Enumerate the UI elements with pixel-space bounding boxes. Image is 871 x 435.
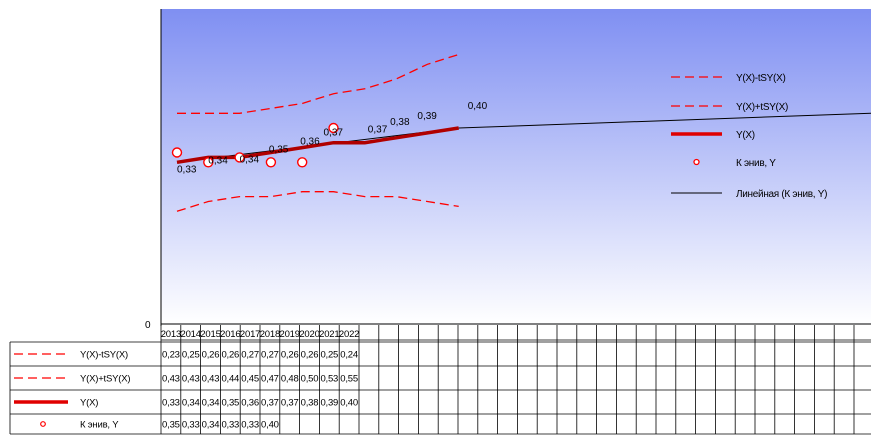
table-cell: 0,40 xyxy=(261,420,279,431)
plot-area xyxy=(161,9,871,324)
series-yx-line xyxy=(176,126,459,165)
table-cell: 0,33 xyxy=(221,420,239,431)
table-row-header: К энив, Y xyxy=(80,420,119,431)
table-cell: 0,34 xyxy=(202,398,220,409)
data-label: 0,40 xyxy=(468,101,488,112)
table-row-header: Y(X)+tSY(X) xyxy=(80,374,130,385)
legend-entry-label: Y(X) xyxy=(736,130,755,141)
legend-entry-label: К энив, Y xyxy=(736,158,776,169)
table-cell: 0,53 xyxy=(320,374,338,385)
table-cell: 0,40 xyxy=(340,398,358,409)
y-axis-tick-label: 0 xyxy=(145,320,151,331)
data-label: 0,37 xyxy=(368,125,388,136)
data-label: 0,33 xyxy=(177,164,197,175)
table-cell: 0,50 xyxy=(301,374,319,385)
table-row-header: Y(X)-tSY(X) xyxy=(80,350,128,361)
table-cell: 0,27 xyxy=(241,350,259,361)
table-cell: 0,26 xyxy=(221,350,239,361)
data-label: 0,39 xyxy=(417,111,437,122)
table-cell: 0,33 xyxy=(182,420,200,431)
table-cell: 0,34 xyxy=(182,398,200,409)
data-label: 0,37 xyxy=(324,128,344,139)
table-row-swatch xyxy=(40,421,46,427)
table-cell: 0,35 xyxy=(162,420,180,431)
table-cell: 0,26 xyxy=(202,350,220,361)
table-cell: 0,33 xyxy=(241,420,259,431)
category-label: 2013 xyxy=(161,329,181,340)
category-label: 2017 xyxy=(240,329,260,340)
category-label: 2015 xyxy=(200,329,220,340)
category-label: 2020 xyxy=(299,329,319,340)
observation-marker xyxy=(265,157,277,168)
table-cell: 0,37 xyxy=(261,398,279,409)
data-label: 0,38 xyxy=(390,117,410,128)
observation-marker xyxy=(171,147,183,158)
table-cell: 0,47 xyxy=(261,374,279,385)
table-cell: 0,36 xyxy=(241,398,259,409)
table-cell: 0,45 xyxy=(241,374,259,385)
trendline-extension xyxy=(458,112,871,129)
legend-entry-label: Y(X)+tSY(X) xyxy=(736,102,788,113)
legend-entry-label: Линейная (К энив, Y) xyxy=(736,189,827,200)
table-cell: 0,34 xyxy=(202,420,220,431)
category-label: 2019 xyxy=(280,329,300,340)
data-label: 0,35 xyxy=(269,145,289,156)
data-label: 0,36 xyxy=(300,137,320,148)
series-upper-bound-line xyxy=(177,53,459,114)
table-cell: 0,43 xyxy=(162,374,180,385)
data-label: 0,34 xyxy=(240,154,260,165)
table-cell: 0,44 xyxy=(221,374,239,385)
table-cell: 0,37 xyxy=(281,398,299,409)
category-label: 2021 xyxy=(319,329,339,340)
table-cell: 0,35 xyxy=(221,398,239,409)
category-label: 2018 xyxy=(260,329,280,340)
category-label: 2016 xyxy=(220,329,240,340)
table-cell: 0,33 xyxy=(162,398,180,409)
series-lower-bound-line xyxy=(176,191,459,212)
table-cell: 0,24 xyxy=(340,350,358,361)
observation-marker xyxy=(234,152,245,163)
table-cell: 0,43 xyxy=(182,374,200,385)
table-cell: 0,25 xyxy=(182,350,200,361)
table-cell: 0,55 xyxy=(340,374,358,385)
legend-entry-label: Y(X)-tSY(X) xyxy=(736,73,785,84)
legend-swatch xyxy=(693,158,700,166)
table-cell: 0,39 xyxy=(320,398,338,409)
table-cell: 0,38 xyxy=(301,398,319,409)
data-label: 0,34 xyxy=(208,155,228,166)
table-row-header: Y(X) xyxy=(80,398,98,409)
observation-marker xyxy=(203,157,214,168)
category-label: 2022 xyxy=(339,329,359,340)
table-cell: 0,48 xyxy=(281,374,299,385)
category-label: 2014 xyxy=(181,329,201,340)
observation-marker xyxy=(297,157,308,168)
table-cell: 0,26 xyxy=(281,350,299,361)
table-cell: 0,23 xyxy=(162,350,180,361)
table-cell: 0,25 xyxy=(320,350,338,361)
table-cell: 0,26 xyxy=(301,350,319,361)
observation-marker xyxy=(328,122,339,134)
table-cell: 0,43 xyxy=(202,374,220,385)
table-cell: 0,27 xyxy=(261,350,279,361)
